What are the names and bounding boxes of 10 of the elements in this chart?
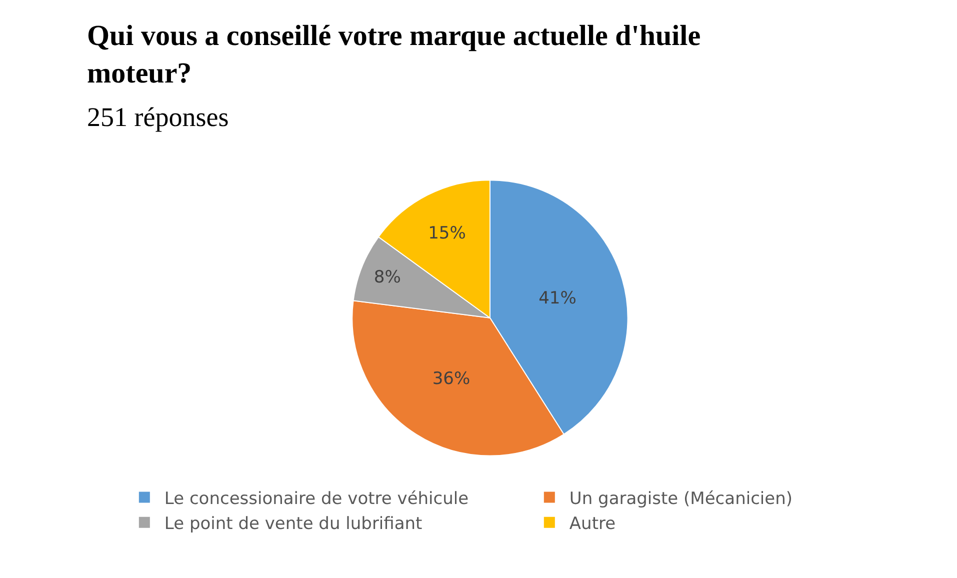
data-label: 15% [428, 223, 466, 244]
legend-label: Autre [569, 514, 616, 534]
legend-label: Un garagiste (Mécanicien) [569, 488, 793, 509]
data-label: 36% [432, 368, 470, 389]
data-label: 8% [374, 267, 401, 288]
legend-label: Le concessionaire de votre véhicule [164, 488, 469, 509]
legend-label: Le point de vente du lubrifiant [164, 514, 423, 534]
chart-title: Qui vous a conseillé votre marque actuelle d'huile moteur? [87, 20, 701, 90]
chart-subtitle: 251 réponses [87, 102, 229, 132]
data-label: 41% [538, 288, 576, 308]
